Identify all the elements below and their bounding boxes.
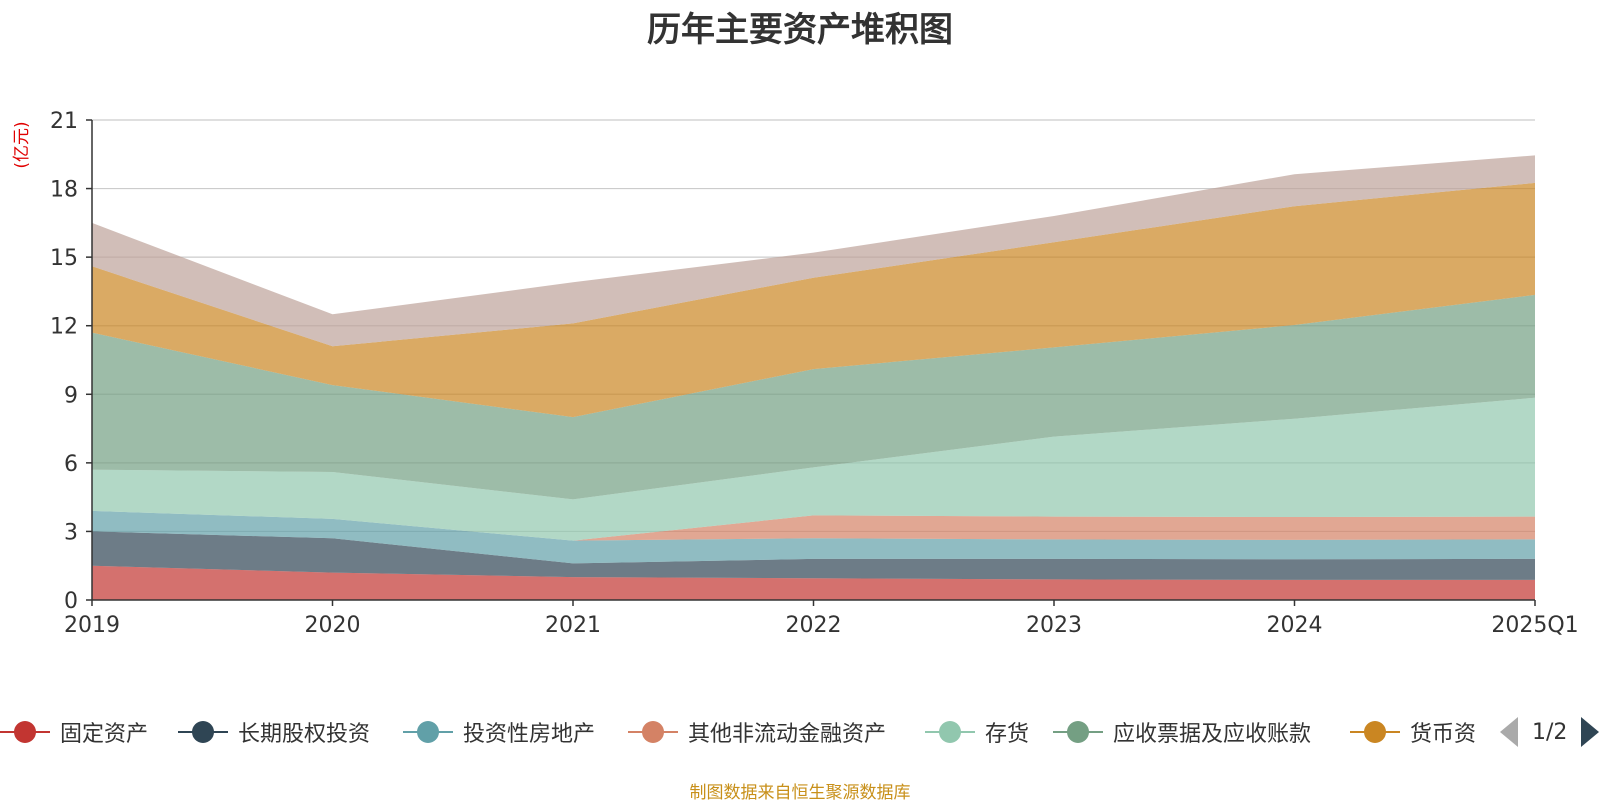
- x-tick-label: 2020: [305, 613, 361, 638]
- tick-labels: 0 3 6 9 12 15 18 21 2019 2020 2021 2022 2023 2024 2025…: [50, 109, 1579, 638]
- y-tick-label: 3: [64, 520, 78, 545]
- legend-marker-icon: [403, 721, 453, 743]
- legend-page-indicator: 1/2: [1532, 719, 1568, 745]
- area-series: [92, 155, 1535, 600]
- legend-marker-icon: [925, 721, 975, 743]
- legend-marker-icon: [1350, 721, 1400, 743]
- y-tick-label: 12: [50, 315, 78, 340]
- legend-marker-icon: [1053, 721, 1103, 743]
- legend-label: 货币资: [1410, 722, 1477, 747]
- chart-title: 历年主要资产堆积图: [647, 10, 953, 50]
- legend-label: 固定资产: [60, 722, 149, 747]
- area-其他资产: [92, 155, 1535, 347]
- x-tick-label: 2023: [1026, 613, 1082, 638]
- area-其他非流动金融资产: [92, 510, 1535, 541]
- legend-item[interactable]: 货币资: [1350, 712, 1476, 752]
- y-tick-label: 9: [64, 383, 78, 408]
- legend-item[interactable]: 存货: [925, 712, 1029, 752]
- x-tick-label: 2019: [64, 613, 120, 638]
- legend-label: 长期股权投资: [238, 722, 371, 747]
- x-tick-label: 2021: [545, 613, 601, 638]
- y-tick-label: 21: [50, 109, 78, 134]
- area-应收票据及应收账款: [92, 294, 1535, 500]
- y-tick-label: 6: [64, 452, 78, 477]
- legend-item[interactable]: 其他非流动金融资产: [628, 712, 886, 752]
- legend-marker-icon: [628, 721, 678, 743]
- legend-label: 应收票据及应收账款: [1113, 722, 1312, 747]
- y-axis-unit-label: (亿元): [12, 121, 32, 168]
- legend-label: 其他非流动金融资产: [688, 722, 887, 747]
- x-tick-label: 2024: [1267, 613, 1323, 638]
- y-tick-label: 15: [50, 246, 78, 271]
- legend-label: 投资性房地产: [463, 722, 596, 747]
- triangle-left-icon[interactable]: [1500, 717, 1518, 747]
- area-存货: [92, 397, 1535, 541]
- area-货币资金: [92, 182, 1535, 418]
- y-tick-label: 18: [50, 178, 78, 203]
- legend-marker-icon: [178, 721, 228, 743]
- legend-marker-icon: [0, 721, 50, 743]
- legend-item[interactable]: 长期股权投资: [178, 712, 370, 752]
- area-长期股权投资: [92, 531, 1535, 580]
- source-note: 制图数据来自恒生聚源数据库: [689, 783, 911, 803]
- triangle-right-icon[interactable]: [1581, 717, 1600, 747]
- legend-pager: 1/2: [1500, 712, 1600, 752]
- legend-label: 存货: [985, 722, 1030, 747]
- x-tick-label: 2025Q1: [1491, 613, 1578, 638]
- area-固定资产: [92, 565, 1535, 600]
- legend-item[interactable]: 投资性房地产: [403, 712, 595, 752]
- legend-item[interactable]: 应收票据及应收账款: [1053, 712, 1311, 752]
- area-投资性房地产: [92, 510, 1535, 564]
- y-tick-label: 0: [64, 589, 78, 614]
- stacked-area-chart: 0 3 6 9 12 15 18 21 2019 2020 2021 2022 2023 2024 2025…: [12, 109, 1579, 638]
- chart-legend: 固定资产 长期股权投资 投资性房地产 其他非流动金融资产 存货 应收票据及应收账…: [0, 712, 1600, 752]
- legend-item[interactable]: 固定资产: [0, 712, 148, 752]
- x-tick-label: 2022: [786, 613, 842, 638]
